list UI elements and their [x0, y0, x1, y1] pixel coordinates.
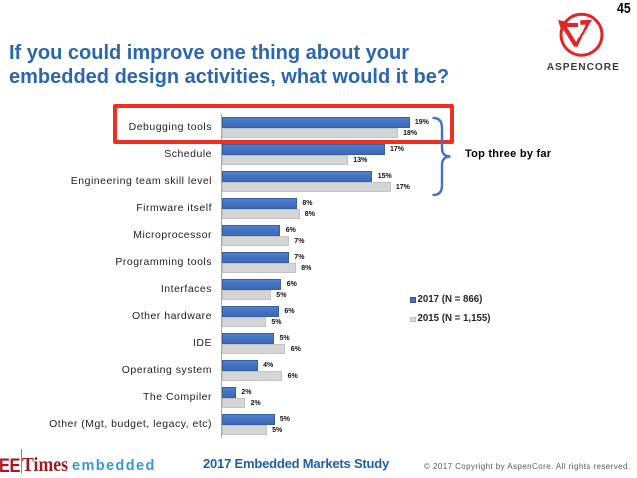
svg-text:ASPENCORE: ASPENCORE: [547, 62, 620, 71]
